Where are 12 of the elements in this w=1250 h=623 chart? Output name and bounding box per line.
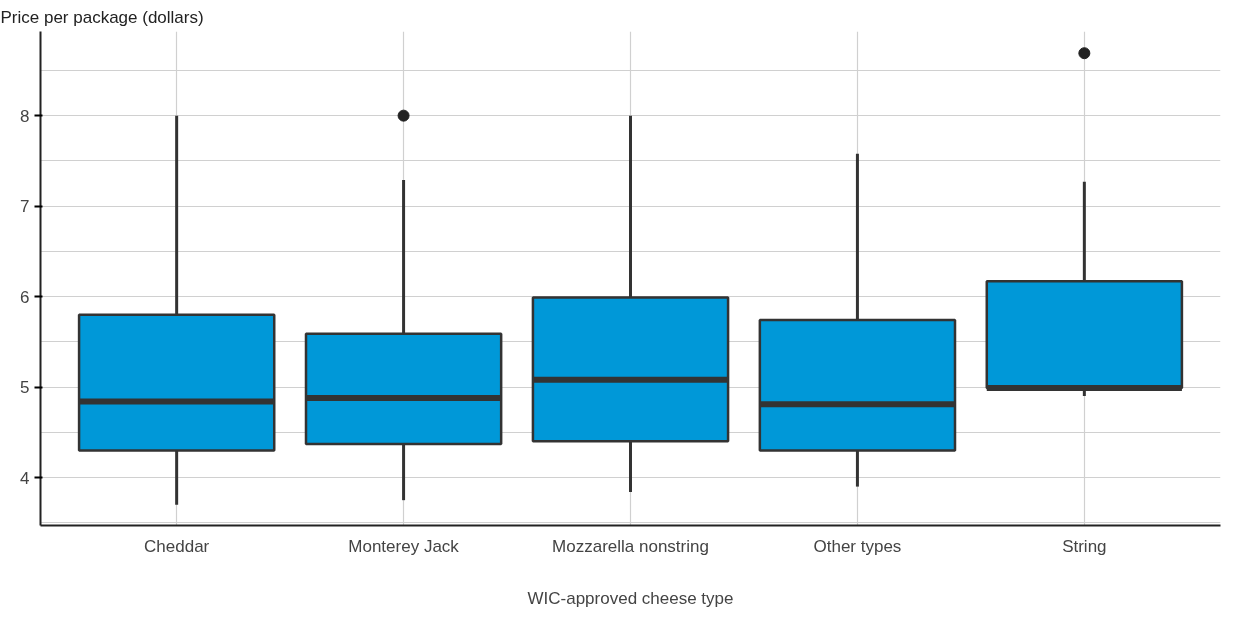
y-tick-label: 7	[20, 197, 30, 217]
y-axis-title: Price per package (dollars)	[0, 7, 204, 27]
x-tick-label: Cheddar	[144, 536, 210, 556]
y-tick-label: 5	[20, 378, 30, 398]
x-tick-label: Monterey Jack	[348, 536, 460, 556]
x-tick-label: Mozzarella nonstring	[552, 536, 709, 556]
x-tick-label: String	[1062, 536, 1107, 556]
x-axis-title: WIC-approved cheese type	[527, 588, 734, 608]
y-tick-label: 4	[20, 468, 30, 488]
y-tick-label: 8	[20, 106, 30, 126]
y-tick-label: 6	[20, 287, 30, 307]
x-tick-label: Other types	[813, 536, 902, 556]
